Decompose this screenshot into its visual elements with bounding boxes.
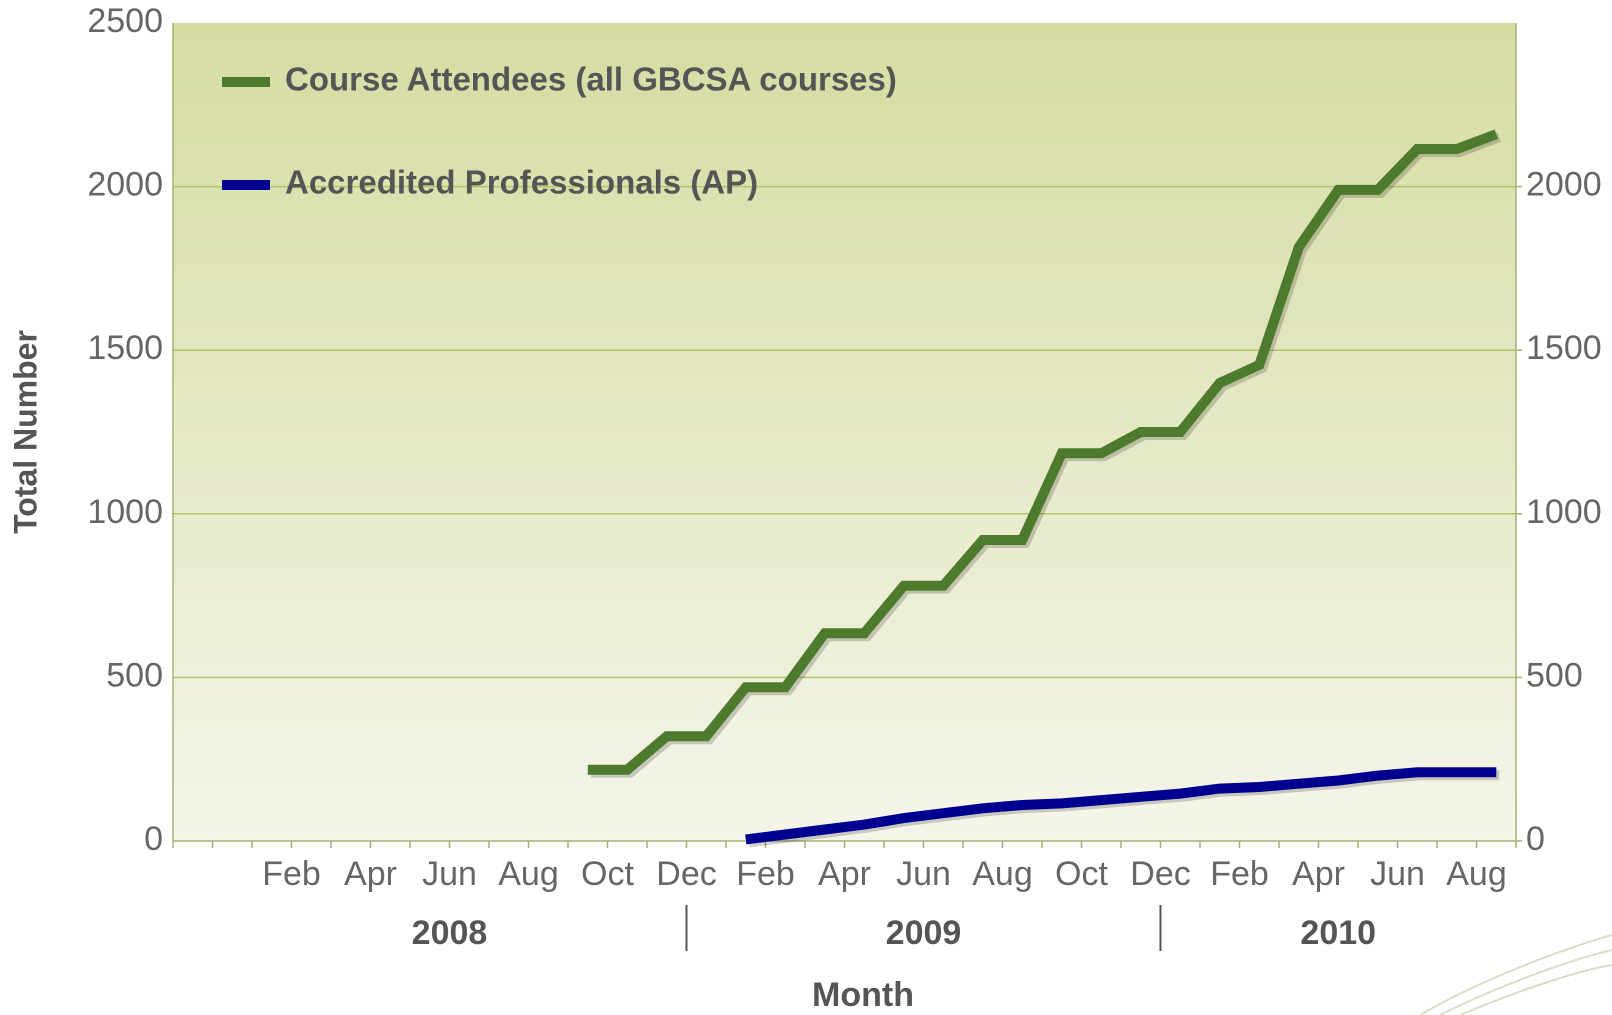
y2-tick-label: 500 <box>1526 656 1583 694</box>
x-tick-label: Feb <box>736 855 795 893</box>
x-tick-label: Aug <box>1446 855 1507 893</box>
x-axis-title: Month <box>812 976 914 1014</box>
x-tick-label: Dec <box>1130 855 1190 893</box>
legend-swatch <box>222 180 270 190</box>
x-tick-label: Feb <box>1210 855 1269 893</box>
chart: Month Total Number 0 500 1000 1500 2000 2500 0… <box>0 0 1612 1015</box>
y-tick-label: 500 <box>106 656 163 694</box>
x-tick-label: Jun <box>1370 855 1425 893</box>
year-label: 2009 <box>886 914 962 952</box>
x-tick-label: Jun <box>422 855 477 893</box>
x-tick-label: Apr <box>1292 855 1345 893</box>
y-tick-label: 1000 <box>87 493 163 531</box>
year-label: 2008 <box>412 914 488 952</box>
x-tick-label: Jun <box>896 855 951 893</box>
x-tick-label: Dec <box>656 855 716 893</box>
x-tick-label: Aug <box>972 855 1033 893</box>
legend-swatch <box>222 77 270 87</box>
legend-label: Course Attendees (all GBCSA courses) <box>285 61 897 98</box>
x-tick-label: Oct <box>581 855 634 893</box>
y2-tick-label: 1000 <box>1526 493 1602 531</box>
y-tick-label: 2500 <box>87 2 163 40</box>
y2-tick-label: 1500 <box>1526 329 1602 367</box>
x-tick-label: Aug <box>498 855 559 893</box>
x-tick-label: Apr <box>818 855 871 893</box>
x-tick-label: Apr <box>344 855 397 893</box>
legend-label: Accredited Professionals (AP) <box>285 164 758 201</box>
x-tick-label: Feb <box>262 855 321 893</box>
y2-tick-label: 0 <box>1526 820 1545 858</box>
y-tick-label: 0 <box>144 820 163 858</box>
y-tick-label: 2000 <box>87 166 163 204</box>
x-tick-label: Oct <box>1055 855 1108 893</box>
plot-area <box>173 23 1516 841</box>
decoration <box>1420 935 1612 1015</box>
y-tick-label: 1500 <box>87 329 163 367</box>
y-axis-title: Total Number <box>7 330 43 534</box>
year-label: 2010 <box>1300 914 1376 952</box>
y2-tick-label: 2000 <box>1526 166 1602 204</box>
